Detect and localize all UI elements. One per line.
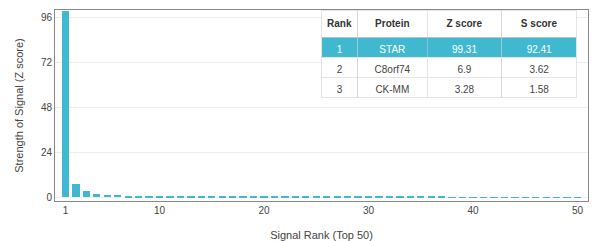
svg-text:1: 1 <box>337 44 343 55</box>
svg-text:20: 20 <box>258 205 270 216</box>
svg-text:Protein: Protein <box>375 18 409 29</box>
svg-text:40: 40 <box>467 205 479 216</box>
svg-text:0: 0 <box>46 192 52 203</box>
svg-text:Signal Rank (Top 50): Signal Rank (Top 50) <box>270 229 373 241</box>
svg-text:24: 24 <box>41 147 53 158</box>
svg-text:30: 30 <box>363 205 375 216</box>
svg-text:C8orf74: C8orf74 <box>375 64 411 75</box>
svg-text:10: 10 <box>154 205 166 216</box>
svg-text:50: 50 <box>572 205 584 216</box>
svg-text:3: 3 <box>337 84 343 95</box>
svg-text:3.62: 3.62 <box>529 64 549 75</box>
svg-text:1: 1 <box>63 205 69 216</box>
svg-text:1.58: 1.58 <box>529 84 549 95</box>
svg-text:Rank: Rank <box>327 18 352 29</box>
svg-text:Strength of Signal (Z score): Strength of Signal (Z score) <box>13 38 25 173</box>
svg-text:CK-MM: CK-MM <box>375 84 409 95</box>
svg-text:48: 48 <box>41 102 53 113</box>
svg-text:STAR: STAR <box>379 44 405 55</box>
svg-text:92.41: 92.41 <box>527 44 552 55</box>
svg-text:96: 96 <box>41 12 53 23</box>
svg-text:99.31: 99.31 <box>452 44 477 55</box>
svg-text:2: 2 <box>337 64 343 75</box>
svg-text:Z score: Z score <box>446 18 482 29</box>
svg-text:S score: S score <box>521 18 558 29</box>
svg-text:6.9: 6.9 <box>458 64 472 75</box>
svg-text:72: 72 <box>41 57 53 68</box>
svg-text:3.28: 3.28 <box>455 84 475 95</box>
